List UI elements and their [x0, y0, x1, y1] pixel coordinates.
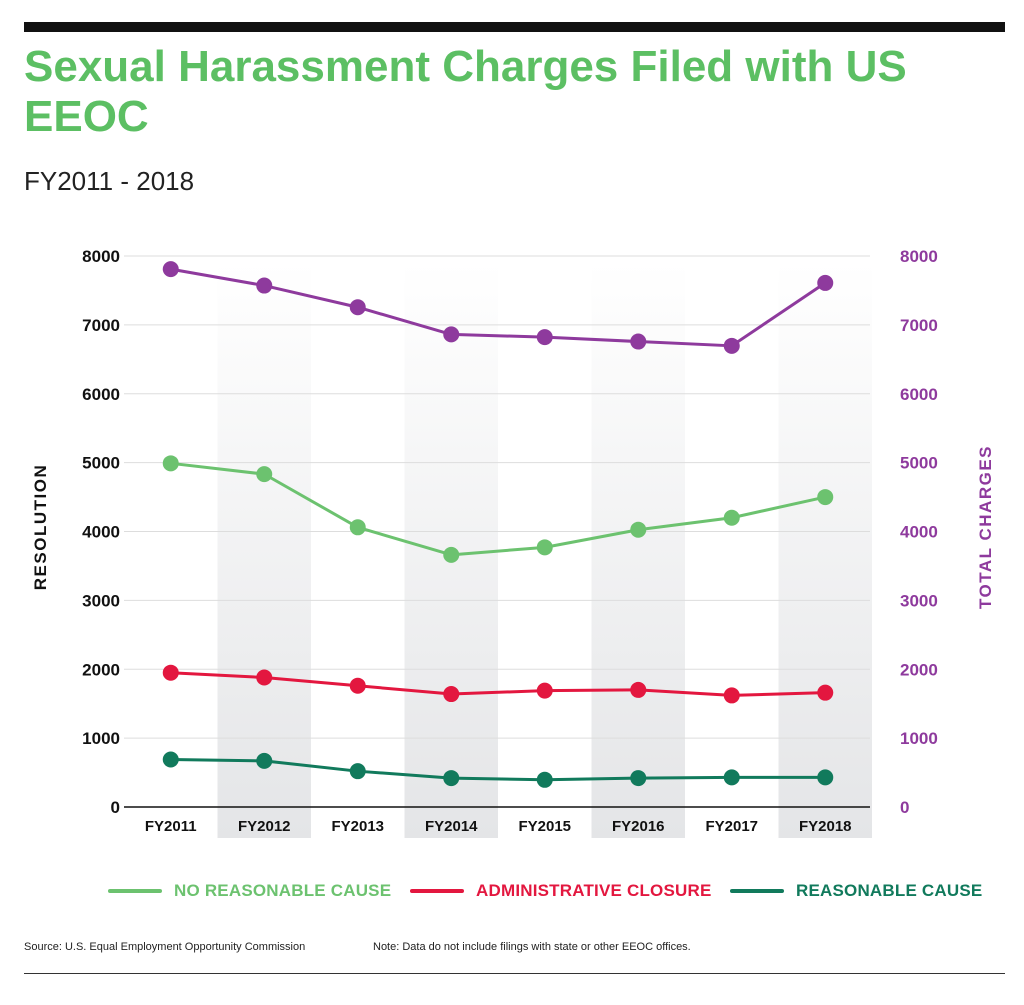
y2-tick-label: 4000 [900, 523, 938, 542]
data-point-reasonable-cause [256, 752, 273, 769]
x-tick-label: FY2018 [799, 818, 852, 835]
y2-axis-title: TOTAL CHARGES [976, 445, 995, 609]
data-point-no-reasonable-cause [162, 455, 179, 472]
data-point-total-charges [536, 329, 553, 346]
legend-swatch [108, 889, 162, 893]
line-chart: 0 1000 2000 3000 4000 5000 6000 7000 8000 0 1000 20… [31, 247, 995, 838]
y-tick-label: 0 [111, 798, 120, 817]
y-tick-label: 3000 [82, 591, 120, 610]
series-line-total-charges [170, 267, 827, 348]
x-tick-label: FY2017 [705, 818, 758, 835]
data-point-total-charges [817, 274, 834, 291]
y-tick-label: 8000 [82, 247, 120, 266]
series-line-no-reasonable-cause [170, 461, 826, 557]
x-tick-label: FY2013 [331, 818, 384, 835]
data-point-reasonable-cause [443, 770, 460, 787]
y2-tick-label: 7000 [900, 316, 938, 335]
y2-tick-label: 8000 [900, 247, 938, 266]
y-tick-label: 5000 [82, 454, 120, 473]
y-axis-title: RESOLUTION [31, 464, 50, 590]
data-point-total-charges [443, 326, 460, 343]
y2-tick-label: 6000 [900, 385, 938, 404]
data-point-no-reasonable-cause [349, 519, 366, 536]
y-tick-label: 7000 [82, 316, 120, 335]
top-rule [24, 22, 1005, 32]
series-line-administrative-closure [170, 671, 826, 697]
chart-title: Sexual Harassment Charges Filed with US … [24, 42, 907, 141]
data-point-administrative-closure [630, 681, 647, 698]
data-point-reasonable-cause [349, 763, 366, 780]
legend-label: NO REASONABLE CAUSE [174, 881, 392, 900]
bottom-rule [24, 973, 1005, 974]
data-point-no-reasonable-cause [256, 466, 273, 483]
data-point-administrative-closure [817, 684, 834, 701]
data-point-total-charges [256, 277, 273, 294]
column-shade [778, 262, 872, 838]
data-point-no-reasonable-cause [723, 509, 740, 526]
legend-item: REASONABLE CAUSE [730, 876, 982, 906]
data-point-no-reasonable-cause [443, 546, 460, 563]
source-note: Source: U.S. Equal Employment Opportunit… [24, 941, 306, 953]
data-point-total-charges [630, 333, 647, 350]
series-line-reasonable-cause [170, 757, 826, 782]
chart-subtitle: FY2011 - 2018 [24, 166, 195, 196]
y2-tick-label: 2000 [900, 660, 938, 679]
data-point-total-charges [723, 337, 740, 354]
data-point-administrative-closure [349, 677, 366, 694]
y2-tick-label: 1000 [900, 729, 938, 748]
x-tick-label: FY2011 [145, 818, 197, 835]
data-point-reasonable-cause [162, 751, 179, 768]
data-point-administrative-closure [443, 686, 460, 703]
y2-tick-label: 5000 [900, 454, 938, 473]
y2-tick-label: 3000 [900, 591, 938, 610]
data-point-administrative-closure [162, 664, 179, 681]
data-point-total-charges [349, 299, 366, 316]
data-point-reasonable-cause [817, 769, 834, 786]
chart-legend: NO REASONABLE CAUSE ADMINISTRATIVE CLOSUR… [0, 876, 1024, 906]
data-point-no-reasonable-cause [630, 521, 647, 538]
legend-swatch [730, 889, 784, 893]
data-point-administrative-closure [536, 682, 553, 699]
data-note: Note: Data do not include filings with s… [373, 941, 691, 953]
x-tick-label: FY2015 [518, 818, 571, 835]
data-point-reasonable-cause [723, 769, 740, 786]
data-point-reasonable-cause [630, 770, 647, 787]
legend-item: NO REASONABLE CAUSE [108, 876, 391, 906]
x-tick-label: FY2012 [238, 818, 291, 835]
data-point-administrative-closure [723, 687, 740, 704]
legend-item: ADMINISTRATIVE CLOSURE [410, 876, 711, 906]
data-point-administrative-closure [256, 669, 273, 686]
y2-tick-label: 0 [900, 798, 909, 817]
x-tick-label: FY2014 [425, 818, 478, 835]
column-shade [591, 262, 685, 838]
legend-swatch [410, 889, 464, 893]
data-point-total-charges [162, 261, 179, 278]
y-tick-label: 4000 [82, 523, 120, 542]
y-tick-label: 1000 [82, 729, 120, 748]
column-shade [217, 262, 311, 838]
legend-label: REASONABLE CAUSE [796, 881, 983, 900]
data-point-no-reasonable-cause [817, 489, 834, 506]
data-point-reasonable-cause [536, 771, 553, 788]
legend-label: ADMINISTRATIVE CLOSURE [476, 881, 712, 900]
y-tick-label: 2000 [82, 660, 120, 679]
y-tick-label: 6000 [82, 385, 120, 404]
x-tick-label: FY2016 [612, 818, 665, 835]
data-point-no-reasonable-cause [536, 539, 553, 556]
